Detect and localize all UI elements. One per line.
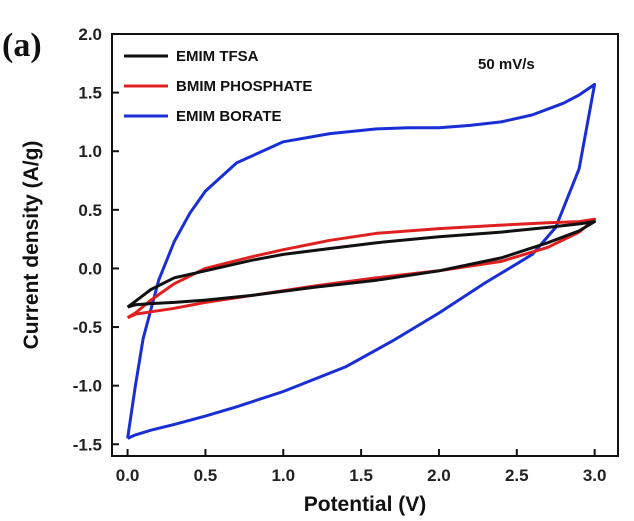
series-line-bmim-phosphate	[126, 217, 597, 320]
x-axis-title: Potential (V)	[304, 493, 427, 516]
x-tick-label: 0.5	[194, 466, 218, 485]
series-line-emim-borate	[126, 82, 597, 440]
x-tick-label: 1.0	[271, 466, 295, 485]
legend-label-emim-tfsa: EMIM TFSA	[176, 48, 259, 65]
x-tick-label: 3.0	[583, 466, 607, 485]
x-tick-label: 2.0	[427, 466, 451, 485]
y-tick-label: -1.0	[73, 377, 102, 396]
y-tick-label: 1.5	[78, 84, 102, 103]
y-tick-label: 0.0	[78, 259, 102, 278]
plot-frame	[111, 33, 619, 457]
x-tick-label: 1.5	[349, 466, 373, 485]
y-tick-label: 1.0	[78, 142, 102, 161]
y-tick-label: -0.5	[73, 318, 102, 337]
x-tick-label: 2.5	[505, 466, 529, 485]
scan-rate-annotation: 50 mV/s	[478, 56, 535, 73]
legend-label-emim-borate: EMIM BORATE	[176, 108, 282, 125]
y-tick-label: 0.5	[78, 201, 102, 220]
series-layer	[126, 82, 597, 440]
y-axis-title: Current density (A/g)	[20, 141, 43, 350]
legend: EMIM TFSA BMIM PHOSPHATE EMIM BORATE	[124, 48, 312, 125]
panel-label: (a)	[2, 27, 42, 64]
y-tick-label: -1.5	[73, 435, 102, 454]
series-line-emim-tfsa	[126, 220, 597, 309]
x-tick-label: 0.0	[116, 466, 140, 485]
y-tick-label: 2.0	[78, 25, 102, 44]
tick-layer: 0.0 0.5 1.0 1.5 2.0 2.5 3.0 -1.5 -1.0 -0.5 0.0 0.5 1…	[73, 25, 607, 485]
legend-label-bmim-phosphate: BMIM PHOSPHATE	[176, 78, 312, 95]
